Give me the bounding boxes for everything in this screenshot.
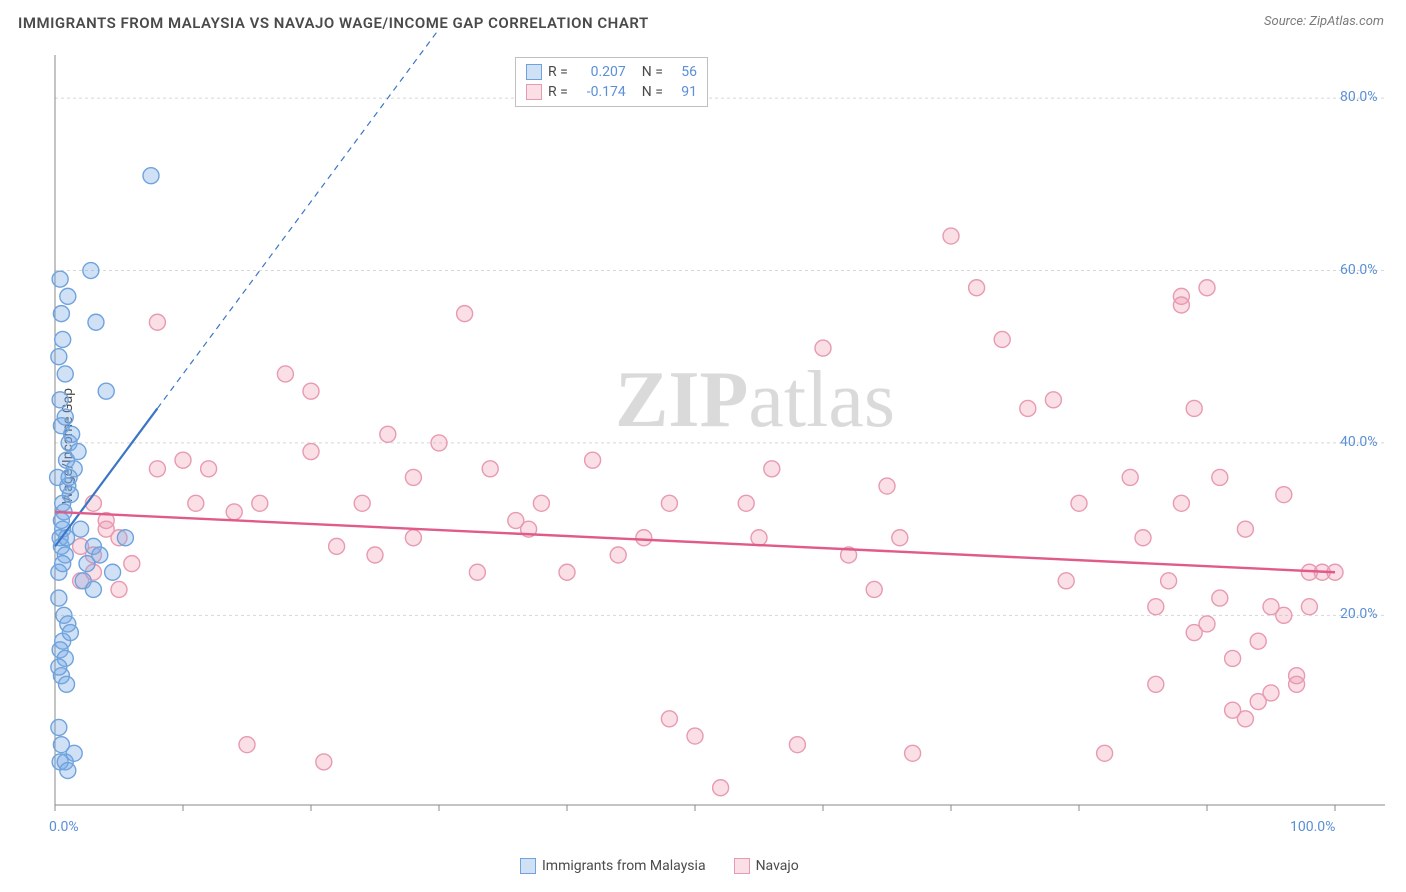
legend-swatch <box>526 64 542 80</box>
legend-N-label: N = <box>642 84 663 100</box>
ytick-label: 80.0% <box>1340 89 1378 105</box>
legend-N-value: 91 <box>669 84 697 100</box>
legend-R-value: -0.174 <box>574 84 626 100</box>
legend-stat-row: R = 0.207 N = 56 <box>526 62 697 82</box>
legend-N-value: 56 <box>669 64 697 80</box>
legend-stats-box: R = 0.207 N = 56 R = -0.174 N = 91 <box>515 57 708 107</box>
legend-item: Navajo <box>734 858 799 874</box>
legend-swatch <box>520 858 536 874</box>
scatter-chart-svg <box>55 45 1385 825</box>
xtick-label: 0.0% <box>49 819 79 835</box>
xtick-label: 100.0% <box>1290 819 1335 835</box>
legend-swatch <box>526 84 542 100</box>
ytick-label: 60.0% <box>1340 262 1378 278</box>
chart-container: IMMIGRANTS FROM MALAYSIA VS NAVAJO WAGE/… <box>0 0 1406 892</box>
legend-R-label: R = <box>548 84 568 100</box>
legend-swatch <box>734 858 750 874</box>
ytick-label: 20.0% <box>1340 606 1378 622</box>
source-credit: Source: ZipAtlas.com <box>1264 14 1384 29</box>
legend-stat-row: R = -0.174 N = 91 <box>526 82 697 102</box>
legend-R-label: R = <box>548 64 568 80</box>
chart-title: IMMIGRANTS FROM MALAYSIA VS NAVAJO WAGE/… <box>18 14 649 32</box>
legend-item: Immigrants from Malaysia <box>520 858 706 874</box>
ytick-label: 40.0% <box>1340 434 1378 450</box>
plot-area: ZIPatlas R =0.207N =56R =-0.174N =91 <box>55 45 1385 825</box>
legend-series-name: Navajo <box>756 858 799 874</box>
legend-R-value: 0.207 <box>574 64 626 80</box>
legend-bottom: Immigrants from Malaysia Navajo <box>520 858 799 874</box>
legend-N-label: N = <box>642 64 663 80</box>
legend-series-name: Immigrants from Malaysia <box>542 858 706 874</box>
